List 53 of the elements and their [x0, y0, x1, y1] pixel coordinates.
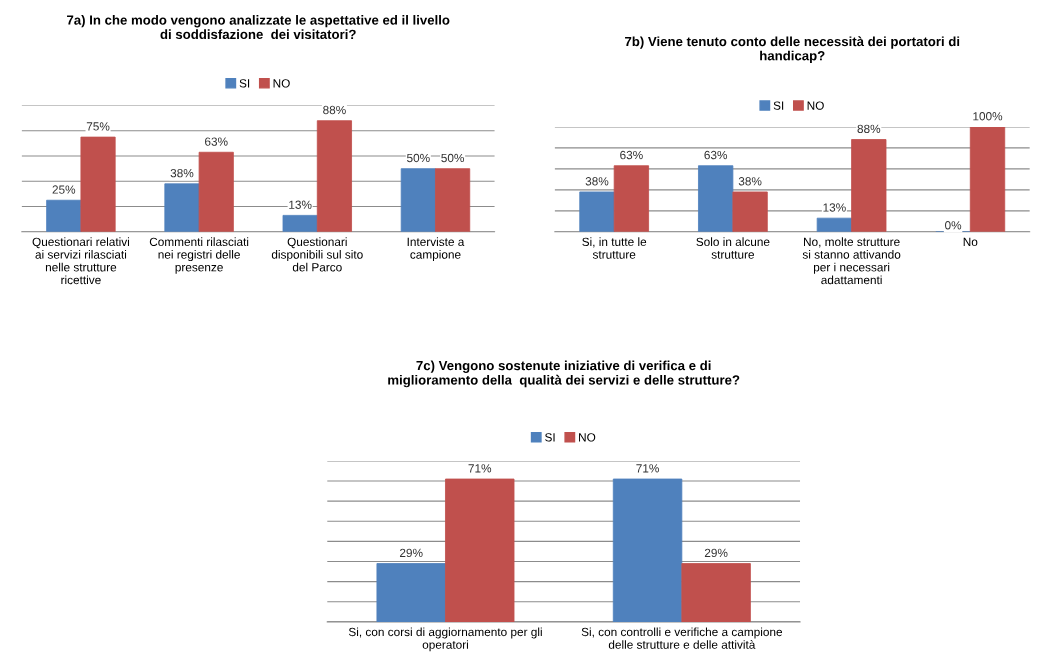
data-label: 0%: [945, 221, 962, 230]
legend-label: SI: [545, 433, 555, 442]
bar: [698, 165, 734, 232]
x-tick-label: Si, in tutte le strutture: [582, 237, 647, 259]
data-label: 38%: [738, 177, 762, 186]
bar: [164, 183, 200, 232]
bar: [969, 126, 1006, 232]
chart-title: 7a) In che modo vengono analizzate le aspettative ed il livello di soddisfazione dei visitatori?: [67, 15, 450, 40]
data-label: 63%: [704, 150, 728, 160]
data-label: 100%: [973, 112, 1003, 121]
bar: [198, 151, 234, 232]
x-tick-label: Questionari relativi ai servizi rilasciati nelle strutture ricettive: [32, 237, 129, 285]
bar: [613, 165, 650, 232]
x-tick-label: No: [963, 237, 978, 247]
x-tick-label: No, molte strutture si stanno attivando per i necessari adattamenti: [802, 237, 901, 285]
bar: [732, 191, 768, 232]
x-tick-label: Questionari disponibili sul sito del Parco: [271, 237, 363, 272]
data-label: 25%: [52, 185, 76, 194]
x-tick-label: Solo in alcune strutture: [696, 237, 770, 259]
data-label: 50%: [441, 153, 464, 163]
data-label: 88%: [857, 124, 881, 134]
legend-label: SI: [773, 101, 784, 110]
bar: [80, 136, 116, 232]
chart-title: 7b) Viene tenuto conto delle necessità dei portatori di handicap?: [625, 36, 960, 63]
data-label: 29%: [399, 548, 423, 558]
x-tick-label: Si, con controlli e verifiche a campione delle strutture e delle attività: [581, 627, 783, 649]
data-label: 75%: [86, 122, 110, 131]
legend-label: NO: [273, 79, 290, 88]
x-tick-label: Interviste a campione: [407, 237, 465, 262]
legend-label: NO: [579, 433, 596, 442]
bar: [435, 168, 471, 232]
bar: [46, 199, 82, 232]
data-label: 88%: [323, 105, 346, 115]
x-tick-label: Commenti rilasciati nei registri delle presenze: [149, 237, 249, 274]
data-label: 63%: [620, 150, 643, 160]
bar: [316, 120, 352, 232]
data-label: 13%: [289, 200, 312, 209]
bar: [400, 168, 436, 232]
data-label: 71%: [468, 464, 492, 473]
bar: [851, 139, 887, 232]
data-label: 38%: [170, 168, 194, 178]
x-tick-label: Si, con corsi di aggiornamento per gli operatori: [348, 627, 542, 652]
legend-label: NO: [807, 101, 824, 110]
data-label: 50%: [406, 153, 430, 163]
data-label: 13%: [823, 203, 846, 212]
bar: [282, 214, 318, 232]
legend-label: SI: [239, 79, 250, 88]
chart-title: 7c) Vengono sostenute iniziative di verifica e di miglioramento della qualità dei servizi e delle strutture?: [388, 360, 740, 388]
data-label: 29%: [704, 548, 728, 558]
bar: [579, 191, 615, 232]
data-label: 38%: [585, 177, 609, 186]
data-label: 63%: [205, 137, 228, 146]
data-label: 71%: [636, 464, 659, 473]
